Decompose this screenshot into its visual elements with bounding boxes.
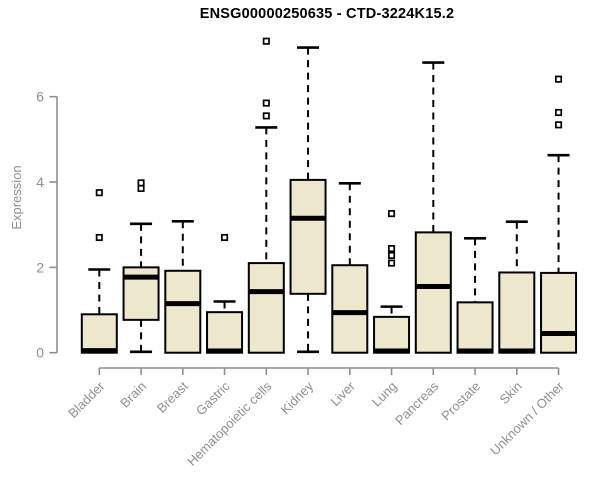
outlier-point xyxy=(137,184,145,192)
box-lung xyxy=(373,210,411,354)
box-prostate xyxy=(456,237,494,354)
outlier-point xyxy=(95,189,103,197)
outlier-point xyxy=(262,99,270,107)
y-tick-label: 0 xyxy=(36,345,44,361)
outlier-point xyxy=(388,210,396,218)
iqr-box xyxy=(540,271,578,354)
x-tick-label-brain: Brain xyxy=(117,379,149,411)
x-tick-label-gastric: Gastric xyxy=(193,378,233,418)
outlier-point xyxy=(137,179,145,187)
y-tick-label: 6 xyxy=(36,89,44,105)
box-liver xyxy=(331,182,369,354)
outlier-point xyxy=(262,37,270,45)
box-bladder xyxy=(80,189,118,354)
outlier-point xyxy=(388,251,396,259)
box-brain xyxy=(122,179,160,354)
iqr-box xyxy=(206,311,244,354)
iqr-box xyxy=(331,264,369,354)
iqr-box xyxy=(164,269,202,354)
outlier-point xyxy=(554,121,563,129)
outlier-point xyxy=(262,112,270,120)
outlier-point xyxy=(554,75,563,83)
box-skin xyxy=(498,220,536,354)
y-tick-label: 2 xyxy=(36,259,44,275)
y-tick-label: 4 xyxy=(36,174,44,190)
x-tick-label-lung: Lung xyxy=(369,379,400,410)
outlier-point xyxy=(95,233,103,242)
box-kidney xyxy=(289,46,327,354)
x-tick-label-pancreas: Pancreas xyxy=(392,378,442,428)
outlier-point xyxy=(388,259,396,267)
box-unknown-other xyxy=(540,75,578,354)
outlier-point xyxy=(388,245,396,253)
box-hematopoietic-cells xyxy=(247,37,285,354)
iqr-box xyxy=(373,315,411,354)
chart-title: ENSG00000250635 - CTD-3224K15.2 xyxy=(199,6,455,22)
box-gastric xyxy=(206,233,244,354)
iqr-box xyxy=(247,262,285,354)
iqr-box xyxy=(456,301,494,354)
box-breast xyxy=(164,219,202,354)
x-tick-label-bladder: Bladder xyxy=(65,378,108,421)
iqr-box xyxy=(414,231,452,354)
iqr-box xyxy=(80,313,118,354)
x-tick-label-kidney: Kidney xyxy=(277,378,316,417)
outlier-point xyxy=(221,233,229,242)
x-tick-label-liver: Liver xyxy=(327,378,358,409)
iqr-box xyxy=(289,178,327,295)
x-tick-label-prostate: Prostate xyxy=(438,379,483,424)
x-tick-label-skin: Skin xyxy=(496,379,524,407)
outlier-point xyxy=(554,108,563,117)
iqr-box xyxy=(498,271,536,354)
box-pancreas xyxy=(414,61,452,354)
x-tick-label-unknown-other: Unknown / Other xyxy=(487,378,567,458)
x-tick-label-breast: Breast xyxy=(154,378,191,415)
